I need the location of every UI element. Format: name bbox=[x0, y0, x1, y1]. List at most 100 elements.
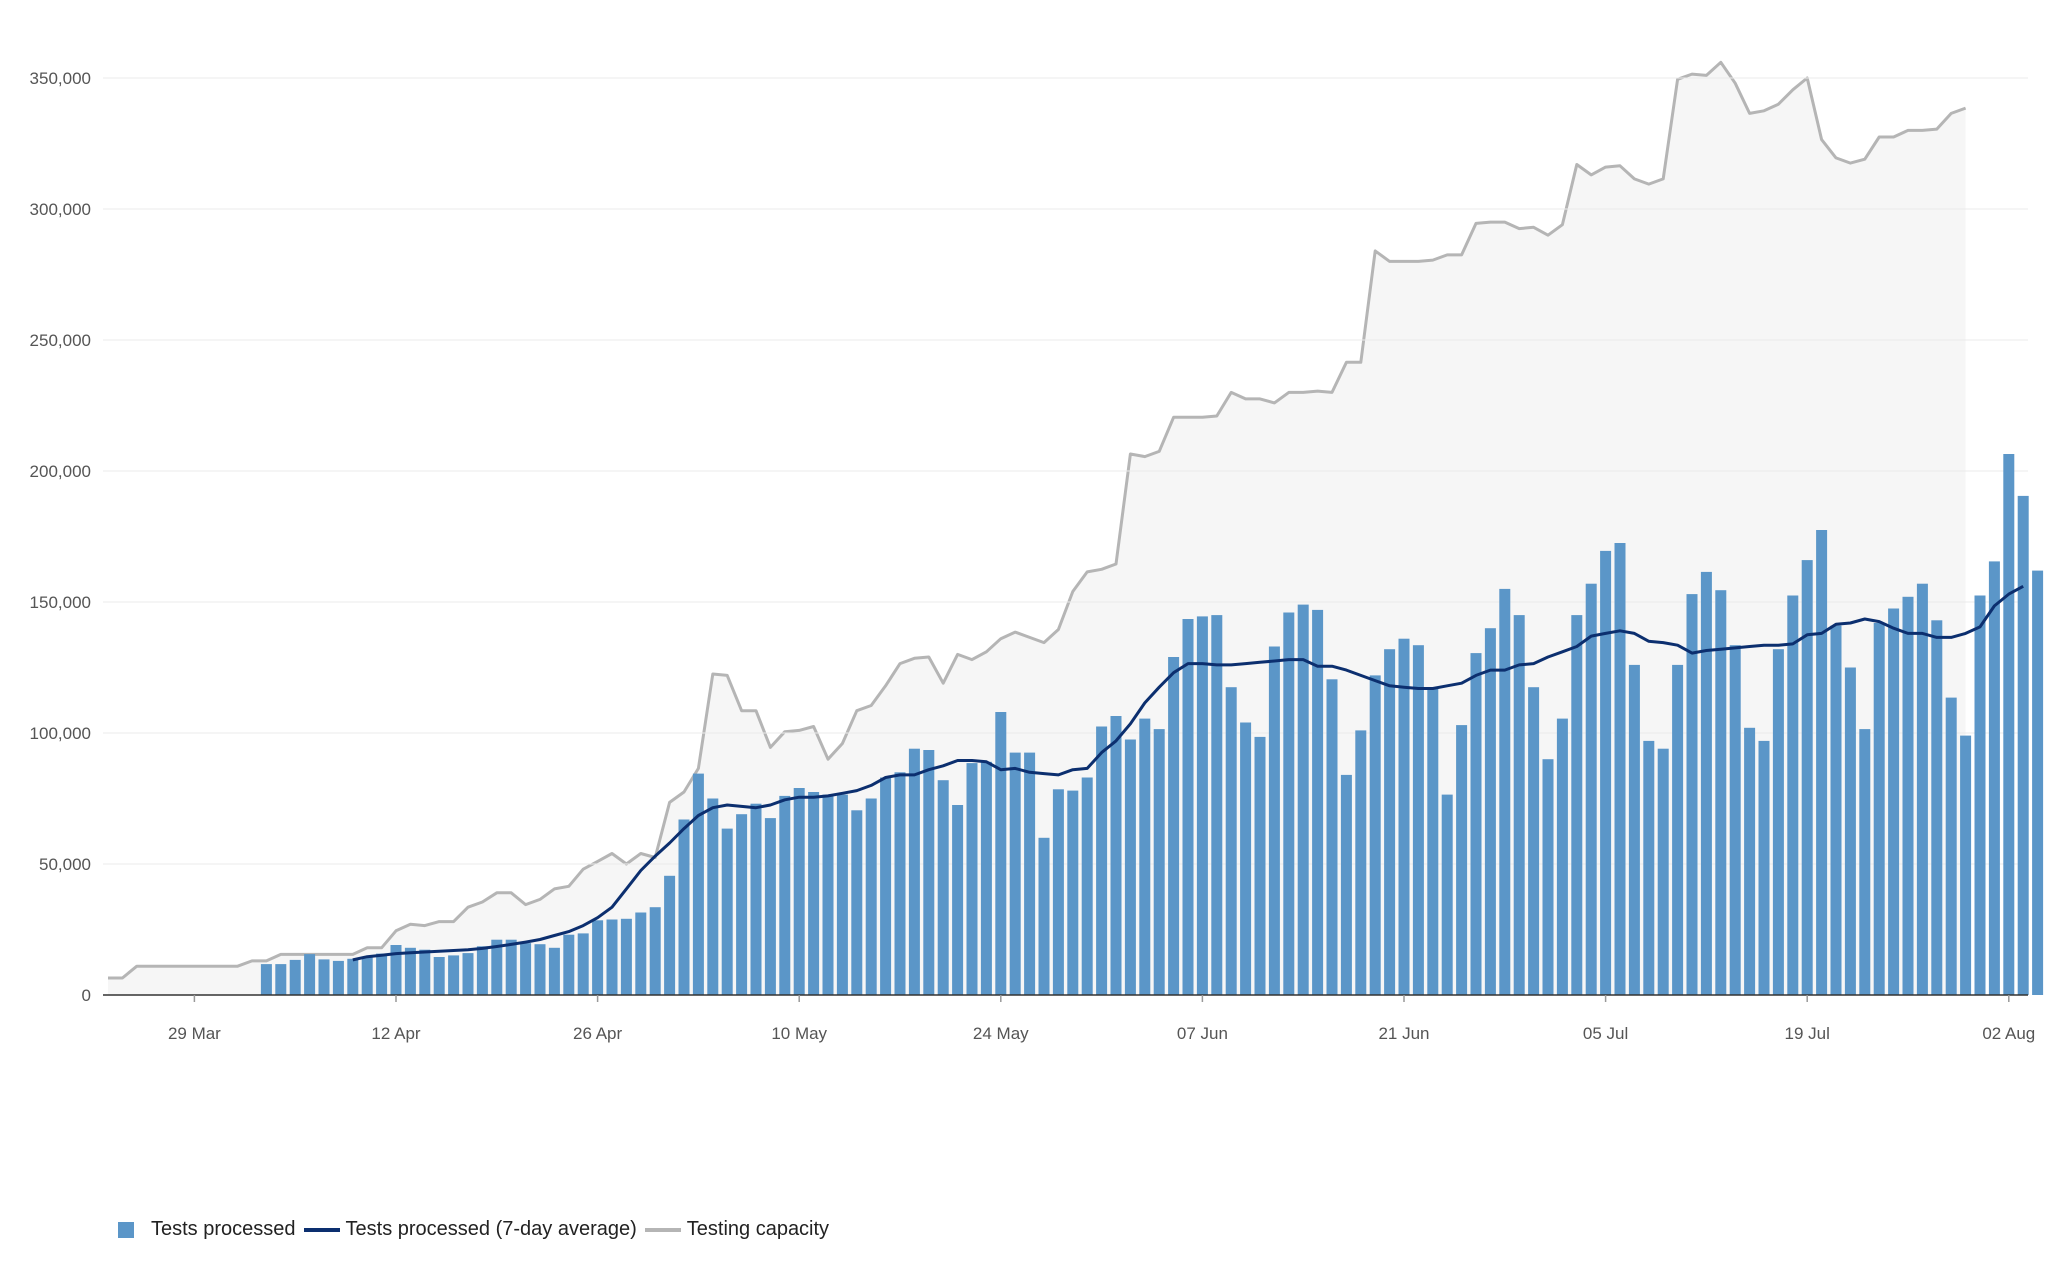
bar-tests-processed bbox=[1484, 628, 1496, 995]
bar-tests-processed bbox=[1744, 727, 1756, 995]
bar-tests-processed bbox=[275, 964, 287, 995]
bar-tests-processed bbox=[678, 819, 690, 995]
legend-item-tests-processed[interactable]: Tests processed bbox=[118, 1218, 296, 1241]
legend-label-testing-capacity: Testing capacity bbox=[686, 1218, 830, 1240]
bar-tests-processed bbox=[1297, 604, 1309, 995]
bar-tests-processed bbox=[1340, 774, 1352, 995]
bar-tests-processed bbox=[390, 945, 402, 995]
bar-tests-processed bbox=[433, 957, 445, 995]
bar-tests-processed bbox=[476, 946, 488, 995]
bar-tests-processed bbox=[851, 810, 863, 995]
bar-tests-processed bbox=[1888, 608, 1900, 995]
bar-tests-processed bbox=[995, 712, 1007, 995]
bar-tests-processed bbox=[1283, 612, 1295, 995]
bar-tests-processed bbox=[548, 947, 560, 995]
bar-tests-processed bbox=[1643, 740, 1655, 995]
average-line bbox=[352, 584, 2024, 962]
bar-tests-processed bbox=[1571, 615, 1583, 995]
legend-item-testing-capacity[interactable]: Testing capacity bbox=[643, 1218, 829, 1241]
bar-tests-processed bbox=[1844, 667, 1856, 995]
bar-tests-processed bbox=[1931, 620, 1943, 995]
bar-tests-processed bbox=[1873, 623, 1885, 995]
bar-tests-processed bbox=[707, 798, 719, 995]
bar-tests-processed bbox=[635, 912, 647, 995]
bar-tests-processed bbox=[1470, 653, 1482, 995]
bar-tests-processed bbox=[1268, 646, 1280, 995]
bar-tests-processed bbox=[1960, 735, 1972, 995]
bar-tests-processed bbox=[1355, 730, 1367, 995]
bar-tests-processed bbox=[347, 958, 359, 995]
bar-tests-processed bbox=[1715, 590, 1727, 995]
bar-tests-processed bbox=[1240, 722, 1252, 995]
bar-tests-processed bbox=[1758, 740, 1770, 995]
bar-tests-processed bbox=[1427, 687, 1439, 995]
bar-tests-processed bbox=[2003, 454, 2015, 995]
y-tick-label: 300,000 bbox=[30, 200, 91, 219]
x-tick-label: 19 Jul bbox=[1785, 1024, 1830, 1043]
bar-tests-processed bbox=[332, 960, 344, 995]
bar-tests-processed bbox=[1052, 789, 1064, 995]
bar-tests-processed bbox=[880, 777, 892, 995]
bar-tests-processed bbox=[404, 947, 416, 995]
bar-tests-processed bbox=[505, 939, 517, 995]
bar-tests-processed bbox=[1441, 794, 1453, 995]
bar-tests-processed bbox=[1614, 543, 1626, 995]
bar-tests-processed bbox=[1369, 675, 1381, 995]
x-tick-label: 02 Aug bbox=[1982, 1024, 2035, 1043]
bar-tests-processed bbox=[1686, 594, 1698, 995]
y-tick-label: 150,000 bbox=[30, 593, 91, 612]
bar-tests-processed bbox=[361, 956, 373, 995]
legend-label-tests-processed: Tests processed bbox=[151, 1218, 296, 1240]
legend-capacity-swatch bbox=[644, 1227, 681, 1232]
bar-tests-processed bbox=[865, 798, 877, 995]
legend-item-7-day-average[interactable]: Tests processed (7-day average) bbox=[302, 1218, 637, 1241]
bar-tests-processed bbox=[1700, 571, 1712, 995]
bar-tests-processed bbox=[980, 761, 992, 995]
bar-tests-processed bbox=[2032, 570, 2044, 995]
chart-legend: Tests processed Tests processed (7-day a… bbox=[118, 1218, 835, 1241]
bar-tests-processed bbox=[606, 919, 618, 995]
bar-tests-processed bbox=[836, 794, 848, 995]
bar-tests-processed bbox=[764, 818, 776, 995]
bar-tests-processed bbox=[1499, 588, 1511, 995]
bar-tests-processed bbox=[1196, 616, 1208, 995]
bar-tests-processed bbox=[1830, 625, 1842, 995]
x-tick-label: 26 Apr bbox=[573, 1024, 622, 1043]
bar-tests-processed bbox=[419, 949, 431, 995]
bar-tests-processed bbox=[2017, 495, 2029, 995]
bar-tests-processed bbox=[1787, 595, 1799, 995]
bar-tests-processed bbox=[1556, 718, 1568, 995]
legend-label-7-day-average: Tests processed (7-day average) bbox=[345, 1218, 637, 1240]
bar-tests-processed bbox=[664, 875, 676, 995]
bar-tests-processed bbox=[1067, 790, 1079, 995]
bar-tests-processed bbox=[1916, 583, 1928, 995]
bar-tests-processed bbox=[1211, 615, 1223, 995]
bar-tests-processed bbox=[1628, 664, 1640, 995]
y-tick-label: 50,000 bbox=[39, 855, 91, 874]
bar-tests-processed bbox=[937, 780, 949, 995]
bar-tests-processed bbox=[692, 773, 704, 995]
bar-tests-processed bbox=[1945, 697, 1957, 995]
bar-tests-processed bbox=[779, 795, 791, 995]
bar-tests-processed bbox=[923, 750, 935, 995]
bar-tests-processed bbox=[808, 792, 820, 995]
bar-tests-processed bbox=[952, 805, 964, 995]
bar-tests-processed bbox=[1772, 649, 1784, 995]
bar-tests-processed bbox=[376, 953, 388, 995]
bar-tests-processed bbox=[1729, 645, 1741, 995]
bar-tests-processed bbox=[1009, 752, 1021, 995]
bar-tests-processed bbox=[592, 920, 604, 995]
bar-tests-processed bbox=[1225, 687, 1237, 995]
bar-tests-processed bbox=[1859, 729, 1871, 995]
bar-tests-processed bbox=[1672, 664, 1684, 995]
bar-tests-processed bbox=[1139, 718, 1151, 995]
bar-tests-processed bbox=[721, 828, 733, 995]
x-tick-label: 24 May bbox=[973, 1024, 1029, 1043]
x-tick-label: 05 Jul bbox=[1583, 1024, 1628, 1043]
bar-tests-processed bbox=[462, 953, 474, 995]
bar-tests-processed bbox=[620, 918, 632, 995]
bar-tests-processed bbox=[1312, 609, 1324, 995]
bar-tests-processed bbox=[649, 907, 661, 995]
bar-tests-processed bbox=[1096, 726, 1108, 995]
